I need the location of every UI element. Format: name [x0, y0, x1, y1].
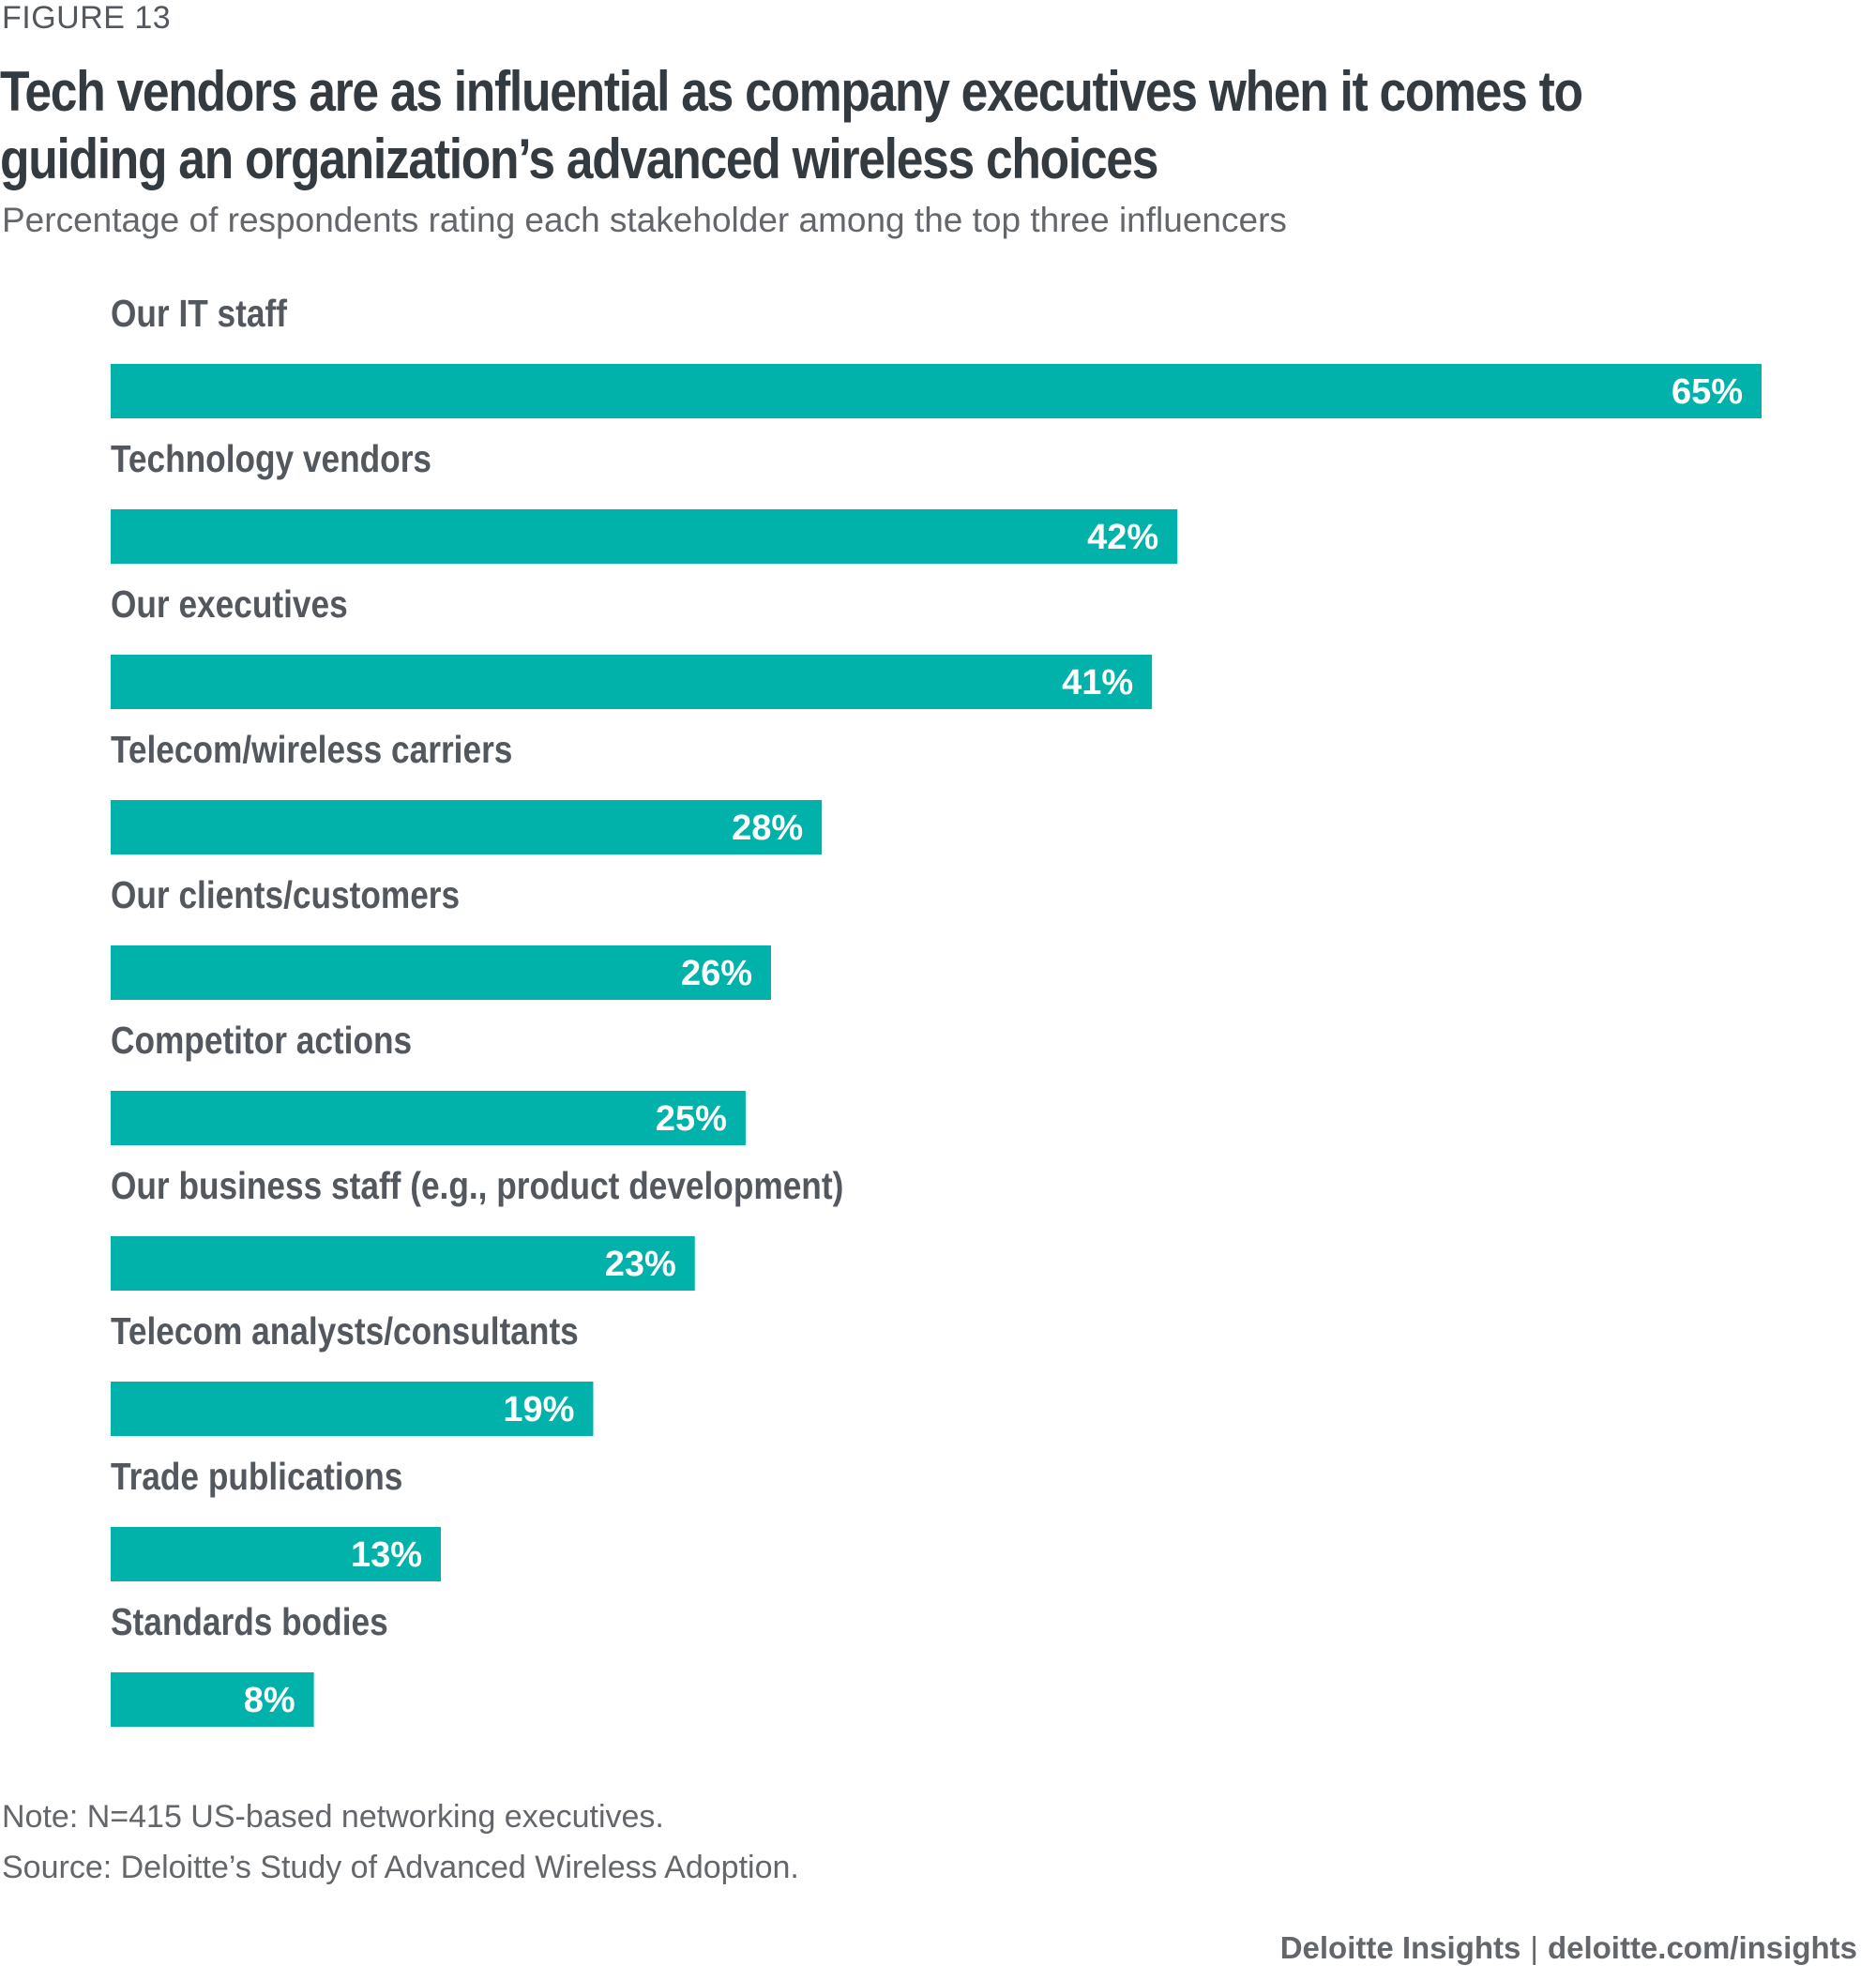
brand-separator: | — [1530, 1930, 1538, 1965]
category-label: Our IT staff — [111, 293, 287, 336]
value-label: 19% — [503, 1390, 574, 1429]
chart-note: Note: N=415 US-based networking executiv… — [2, 1799, 664, 1835]
bar-group: Our IT staff 65% — [111, 293, 1762, 418]
category-label: Our clients/customers — [111, 874, 460, 917]
brand-name: Deloitte Insights — [1279, 1930, 1521, 1965]
chart-source: Source: Deloitte’s Study of Advanced Wir… — [2, 1850, 799, 1885]
bar — [111, 509, 1178, 564]
category-label: Trade publications — [111, 1456, 402, 1499]
chart-title: Tech vendors are as influential as compa… — [0, 58, 1583, 193]
value-label: 23% — [605, 1245, 676, 1284]
bar — [111, 1672, 314, 1727]
category-label: Telecom/wireless carriers — [111, 729, 512, 772]
category-label: Standards bodies — [111, 1601, 388, 1644]
value-label: 65% — [1672, 372, 1743, 412]
value-label: 13% — [351, 1535, 422, 1575]
category-label: Our business staff (e.g., product develo… — [111, 1165, 843, 1208]
bar-group: Competitor actions 25% — [111, 1020, 746, 1145]
bar-group: Telecom/wireless carriers 28% — [111, 729, 823, 854]
bar — [111, 655, 1153, 709]
bar — [111, 945, 771, 1000]
bar — [111, 1382, 594, 1436]
bar-group: Our clients/customers 26% — [111, 874, 771, 1000]
bar-group: Technology vendors 42% — [111, 438, 1178, 564]
category-label: Our executives — [111, 583, 348, 627]
bar-group: Our business staff (e.g., product develo… — [111, 1165, 843, 1291]
bar-group: Our executives 41% — [111, 583, 1153, 709]
bar-group: Trade publications 13% — [111, 1456, 441, 1581]
category-label: Competitor actions — [111, 1020, 412, 1063]
brand-url[interactable]: deloitte.com/insights — [1547, 1930, 1857, 1965]
bar — [111, 1527, 441, 1581]
chart-title-line-2: guiding an organization’s advanced wirel… — [0, 128, 1158, 190]
bar — [111, 1236, 695, 1291]
bar — [111, 800, 823, 854]
value-label: 25% — [656, 1099, 727, 1139]
bar — [111, 364, 1762, 418]
bar-group: Telecom analysts/consultants 19% — [111, 1310, 594, 1436]
chart-title-line-1: Tech vendors are as influential as compa… — [0, 60, 1583, 123]
value-label: 41% — [1062, 663, 1133, 703]
category-label: Technology vendors — [111, 438, 431, 481]
bar — [111, 1091, 746, 1145]
bar-group: Standards bodies 8% — [111, 1601, 388, 1727]
value-label: 28% — [732, 809, 803, 848]
value-label: 42% — [1087, 518, 1158, 557]
value-label: 26% — [681, 954, 752, 993]
category-label: Telecom analysts/consultants — [111, 1310, 579, 1353]
value-label: 8% — [244, 1681, 295, 1720]
branding-footer: Deloitte Insights | deloitte.com/insights — [1280, 1930, 1857, 1966]
chart-subtitle: Percentage of respondents rating each st… — [2, 201, 1287, 239]
bar-chart: Our IT staff 65% Technology vendors 42% Our … — [111, 293, 1762, 1727]
figure-label: FIGURE 13 — [2, 0, 172, 36]
